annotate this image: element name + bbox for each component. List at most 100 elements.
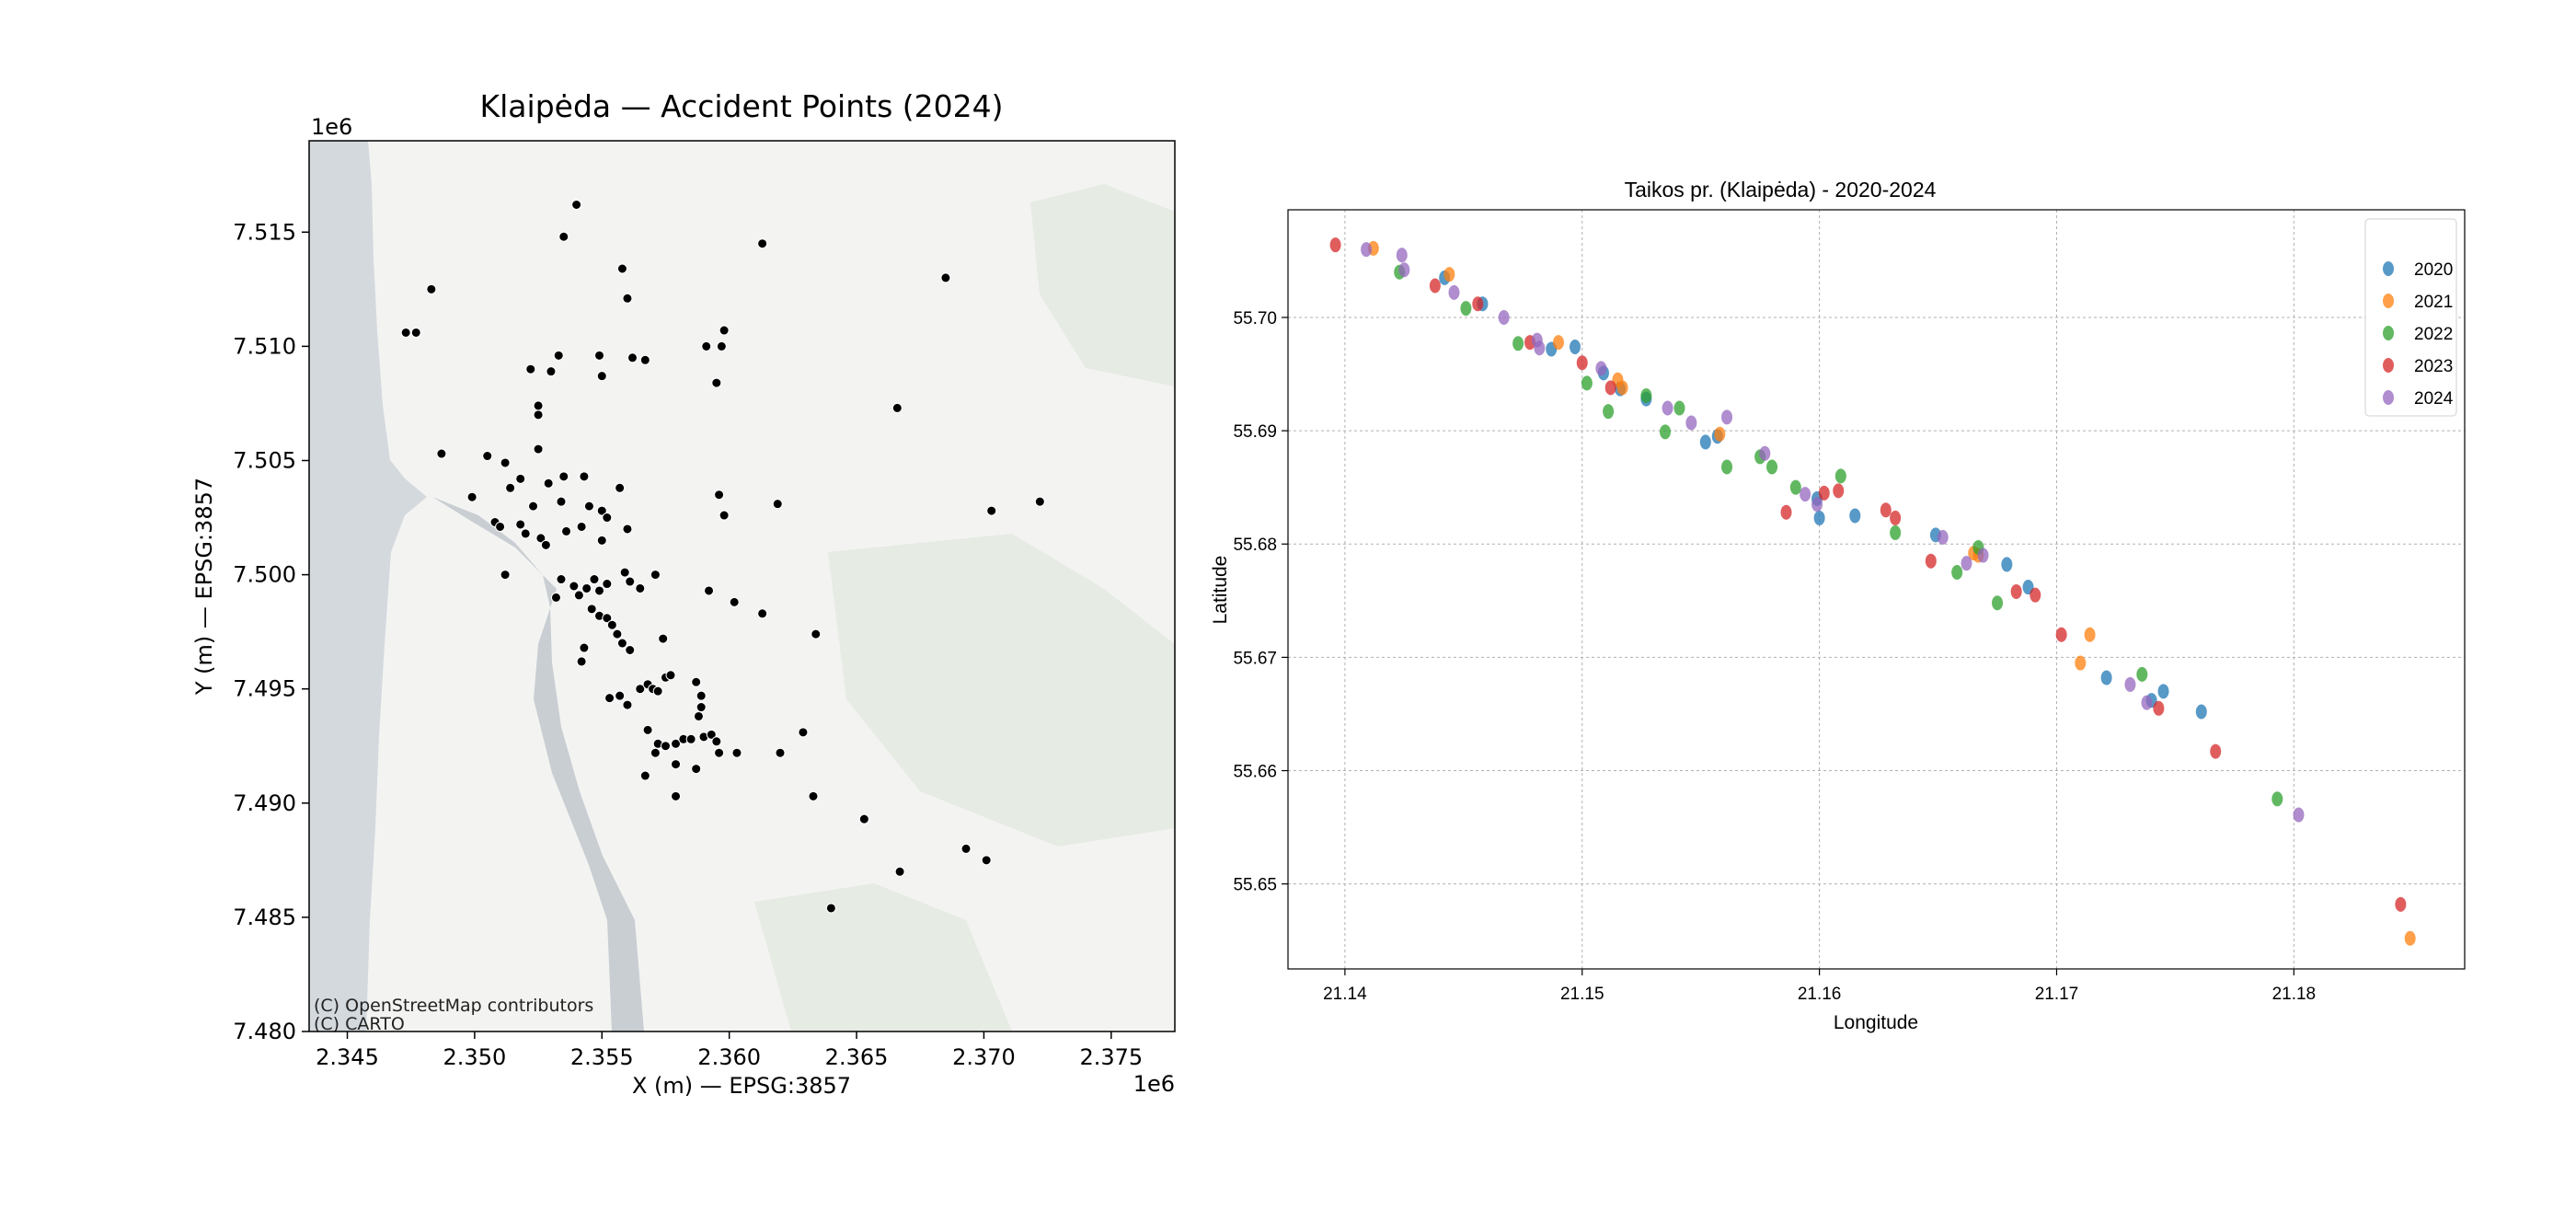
accident-point — [579, 471, 590, 482]
point-2023 — [1818, 485, 1830, 501]
map-y-axis-label: Y (m) — EPSG:3857 — [191, 478, 217, 696]
accident-point — [671, 759, 682, 770]
accident-point — [619, 567, 630, 578]
accident-point — [505, 482, 516, 493]
accident-point — [691, 676, 702, 687]
legend-label: 2021 — [2414, 293, 2453, 312]
taikos-chart-title: Taikos pr. (Klaipėda) - 2020-2024 — [1625, 178, 1937, 202]
y-tick-label: 7.495 — [233, 676, 296, 702]
point-2024 — [1811, 497, 1823, 513]
accident-point — [714, 490, 725, 501]
point-2024 — [2141, 695, 2153, 710]
accident-point — [426, 283, 437, 294]
point-2024 — [1448, 284, 1460, 300]
accident-point — [696, 702, 707, 713]
accident-point — [811, 628, 822, 640]
accident-point — [550, 592, 561, 603]
accident-point — [891, 402, 903, 413]
basemap-sea — [309, 141, 432, 1031]
point-2021 — [1443, 267, 1455, 282]
accident-point — [573, 590, 584, 601]
x-tick-label: 2.345 — [316, 1044, 379, 1070]
accident-point — [525, 363, 536, 375]
point-2021 — [1616, 380, 1628, 396]
y-tick-label: 55.65 — [1233, 876, 1277, 895]
accident-point — [581, 582, 592, 593]
accident-point — [556, 574, 567, 585]
map-chart: Klaipėda — Accident Points (2024) 1e6 (C… — [191, 88, 1176, 1099]
accident-point — [660, 741, 671, 752]
accident-point — [602, 513, 613, 524]
accident-point — [558, 471, 569, 482]
y-tick-label: 7.500 — [233, 562, 296, 588]
accident-point — [639, 770, 650, 781]
accident-point — [986, 505, 997, 516]
accident-point — [622, 524, 633, 535]
accident-point — [981, 855, 992, 866]
accident-point — [589, 574, 600, 585]
y-tick-label: 7.490 — [233, 790, 296, 816]
point-2022 — [1673, 400, 1685, 416]
accident-point — [515, 473, 526, 484]
accident-point — [757, 608, 768, 619]
accident-point — [858, 813, 869, 824]
legend-marker-2022 — [2383, 326, 2394, 340]
accident-point — [706, 729, 717, 740]
point-2024 — [1759, 445, 1771, 461]
point-2023 — [1329, 237, 1341, 253]
y-tick-label: 7.485 — [233, 905, 296, 930]
accident-point — [596, 535, 607, 546]
accident-point — [533, 400, 544, 411]
legend: 2020 2021 2022 2023 2024 — [2364, 218, 2457, 417]
point-2024 — [1937, 529, 1949, 545]
point-2021 — [2075, 655, 2087, 671]
accident-point — [658, 633, 669, 644]
accident-point — [665, 670, 676, 681]
accident-point — [714, 747, 725, 758]
accident-point — [500, 457, 511, 468]
point-2022 — [1789, 479, 1801, 495]
accident-point — [596, 371, 607, 382]
x-tick-label: 21.14 — [1323, 985, 1367, 1004]
map-chart-title: Klaipėda — Accident Points (2024) — [480, 88, 1004, 124]
accident-point — [535, 533, 546, 544]
point-2020 — [2157, 684, 2169, 699]
point-2024 — [1398, 262, 1410, 278]
taikos-points — [1329, 237, 2416, 946]
accident-point — [602, 579, 613, 590]
accident-point — [546, 366, 557, 377]
accident-point — [711, 377, 722, 388]
accident-point — [798, 727, 809, 738]
accident-point — [635, 684, 646, 695]
map-y-ticks: 7.480 7.485 7.490 7.495 7.500 7.505 7.510 7.515 — [233, 219, 309, 1044]
y-tick-label: 55.66 — [1233, 763, 1277, 782]
legend-marker-2024 — [2383, 390, 2394, 405]
x-tick-label: 2.355 — [570, 1044, 634, 1070]
accident-point — [612, 628, 623, 640]
point-2021 — [1714, 426, 1726, 442]
accident-point — [410, 327, 421, 338]
point-2024 — [1662, 400, 1673, 416]
legend-label: 2020 — [2414, 260, 2453, 280]
accident-point — [650, 747, 661, 758]
accident-point — [731, 747, 742, 758]
point-2022 — [1834, 468, 1846, 484]
x-tick-label: 2.350 — [443, 1044, 507, 1070]
accident-point — [825, 903, 836, 914]
point-2023 — [1925, 553, 1937, 569]
y-tick-label: 55.69 — [1233, 422, 1277, 442]
point-2022 — [1951, 565, 1963, 581]
accident-point — [691, 764, 702, 775]
legend-box — [2364, 218, 2457, 417]
point-2023 — [1880, 502, 1892, 518]
point-2023 — [2210, 743, 2222, 759]
accident-point — [520, 528, 531, 539]
basemap-lagoon — [432, 497, 644, 1031]
x-tick-label: 21.15 — [1560, 985, 1604, 1004]
y-tick-label: 7.510 — [233, 333, 296, 359]
point-2023 — [2010, 583, 2022, 599]
point-2021 — [2404, 930, 2416, 946]
accident-point — [482, 451, 493, 462]
x-tick-label: 2.375 — [1079, 1044, 1143, 1070]
accident-point — [569, 581, 580, 592]
